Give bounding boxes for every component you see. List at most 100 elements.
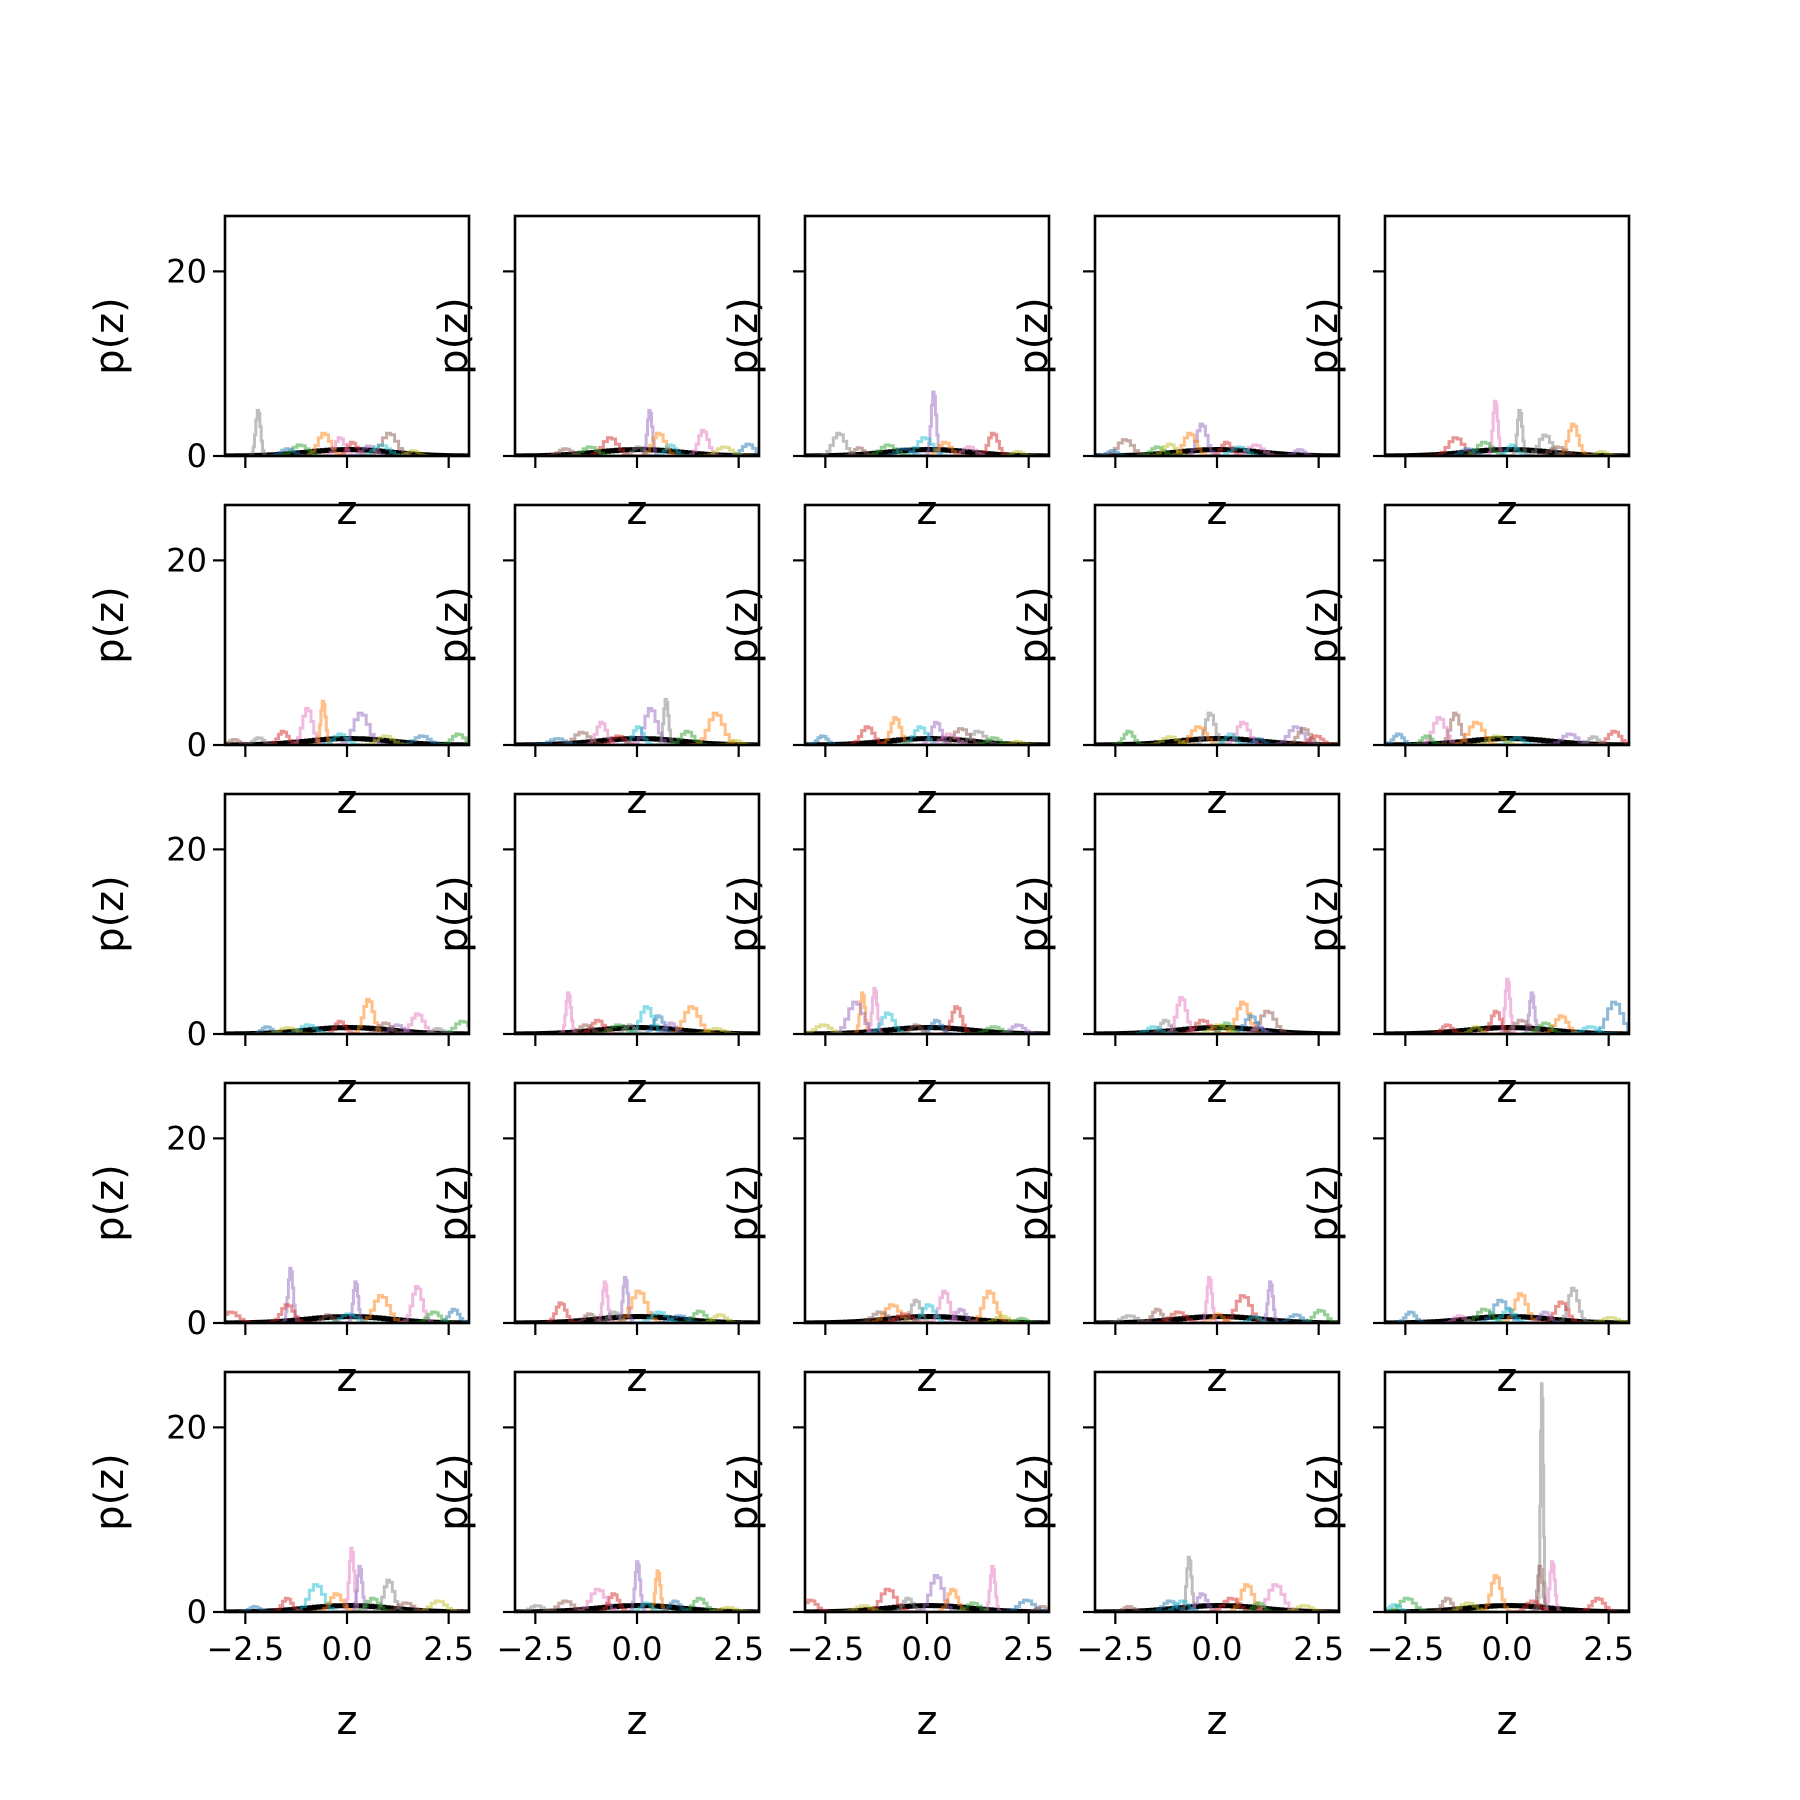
x-axis-label: z [1207, 1066, 1228, 1112]
x-axis-label: z [337, 1698, 358, 1744]
panel-plot-area [1385, 1382, 1629, 1612]
x-axis-label: z [627, 1698, 648, 1744]
x-tick-label: 2.5 [1293, 1630, 1344, 1668]
x-axis-label: z [627, 1355, 648, 1401]
panel-23: −2.5 0.0 2.5 z p(z) [721, 1370, 1054, 1744]
panel-17: z p(z) [431, 1081, 761, 1401]
y-tick-label: 0 [187, 726, 207, 764]
panel-plot-area [805, 986, 1049, 1034]
sample-histogram [557, 991, 579, 1034]
panel-19: z p(z) [1011, 1081, 1341, 1401]
y-axis-label: p(z) [1301, 875, 1347, 953]
y-axis-label: p(z) [431, 586, 477, 664]
sample-histogram [396, 1285, 437, 1323]
x-axis-label: z [1207, 488, 1228, 534]
x-axis-label: z [337, 1355, 358, 1401]
y-tick-label: 0 [187, 1593, 207, 1631]
y-axis-label: p(z) [721, 875, 767, 953]
x-tick-label: 0.0 [612, 1630, 663, 1668]
y-tick-label: 0 [187, 1304, 207, 1342]
x-axis-label: z [917, 777, 938, 823]
panel-2: z p(z) [431, 214, 761, 534]
panel-14: z p(z) [1011, 792, 1341, 1112]
panel-plot-area [1095, 996, 1339, 1034]
y-axis-label: p(z) [1301, 1164, 1347, 1242]
panel-plot-area [515, 697, 759, 745]
panel-25: −2.5 0.0 2.5 z p(z) [1301, 1370, 1634, 1744]
panel-9: z p(z) [1011, 503, 1341, 823]
x-axis-label: z [1497, 1698, 1518, 1744]
panel-plot-area [515, 1560, 759, 1612]
panel-11: 0 20 z p(z) [87, 792, 471, 1112]
panel-plot-area [1095, 422, 1339, 456]
y-axis-label: p(z) [1011, 297, 1057, 375]
panel-plot-area [1385, 1286, 1629, 1323]
y-axis-label: p(z) [87, 1453, 133, 1531]
sample-histogram [1583, 1000, 1629, 1034]
x-tick-label: −2.5 [786, 1630, 864, 1668]
panel-16: 0 20 z p(z) [87, 1081, 471, 1401]
x-axis-label: z [917, 1355, 938, 1401]
x-axis-label: z [1207, 1698, 1228, 1744]
y-axis-label: p(z) [87, 875, 133, 953]
y-axis-label: p(z) [87, 1164, 133, 1242]
y-axis-label: p(z) [721, 1453, 767, 1531]
panel-15: z p(z) [1301, 792, 1631, 1112]
x-axis-label: z [1207, 1355, 1228, 1401]
axes-frame [1383, 1370, 1631, 1614]
sample-histogram [982, 1564, 1003, 1612]
y-axis-label: p(z) [1301, 1453, 1347, 1531]
panel-6: 0 20 z p(z) [87, 503, 471, 823]
panel-plot-area [515, 991, 759, 1034]
panel-1: 0 20 z p(z) [87, 214, 471, 534]
x-axis-label: z [917, 488, 938, 534]
x-axis-label: z [627, 777, 648, 823]
x-axis-label: z [337, 1066, 358, 1112]
panel-plot-area [225, 1266, 469, 1323]
y-axis-label: p(z) [431, 297, 477, 375]
panel-21: 0 20 −2.5 0.0 2.5 z p(z) [87, 1370, 474, 1744]
panel-plot-area [515, 1275, 759, 1323]
y-axis-label: p(z) [721, 1164, 767, 1242]
panel-plot-area [805, 1289, 1049, 1323]
x-axis-label: z [1497, 1355, 1518, 1401]
panel-plot-area [225, 1546, 469, 1612]
y-axis-label: p(z) [431, 1164, 477, 1242]
panel-plot-area [515, 408, 759, 456]
x-axis-label: z [1497, 777, 1518, 823]
y-axis-label: p(z) [1011, 586, 1057, 664]
axes-frame [1383, 1081, 1631, 1325]
x-tick-label: −2.5 [1076, 1630, 1154, 1668]
y-axis-label: p(z) [87, 297, 133, 375]
x-tick-label: 2.5 [1583, 1630, 1634, 1668]
y-axis-label: p(z) [1011, 1164, 1057, 1242]
x-tick-label: −2.5 [206, 1630, 284, 1668]
y-tick-label: 0 [187, 437, 207, 475]
panel-3: z p(z) [721, 214, 1051, 534]
x-tick-label: 0.0 [902, 1630, 953, 1668]
y-tick-label: 20 [166, 1408, 207, 1446]
x-tick-label: 0.0 [1482, 1630, 1533, 1668]
x-tick-label: 0.0 [322, 1630, 373, 1668]
panel-plot-area [805, 716, 1049, 745]
y-axis-label: p(z) [87, 586, 133, 664]
y-axis-label: p(z) [721, 297, 767, 375]
panel-8: z p(z) [721, 503, 1051, 823]
x-axis-label: z [337, 777, 358, 823]
panel-plot-area [225, 997, 469, 1034]
y-axis-label: p(z) [1301, 297, 1347, 375]
x-axis-label: z [627, 1066, 648, 1112]
y-axis-label: p(z) [1301, 586, 1347, 664]
x-axis-label: z [1207, 777, 1228, 823]
panel-plot-area [225, 699, 469, 745]
x-axis-label: z [627, 488, 648, 534]
y-axis-label: p(z) [1011, 875, 1057, 953]
y-tick-label: 20 [166, 830, 207, 868]
panel-plot-area [1095, 711, 1339, 745]
panel-20: z p(z) [1301, 1081, 1631, 1401]
y-tick-label: 20 [166, 541, 207, 579]
y-axis-label: p(z) [431, 875, 477, 953]
panel-plot-area [1095, 1275, 1339, 1323]
panel-5: z p(z) [1301, 214, 1631, 534]
